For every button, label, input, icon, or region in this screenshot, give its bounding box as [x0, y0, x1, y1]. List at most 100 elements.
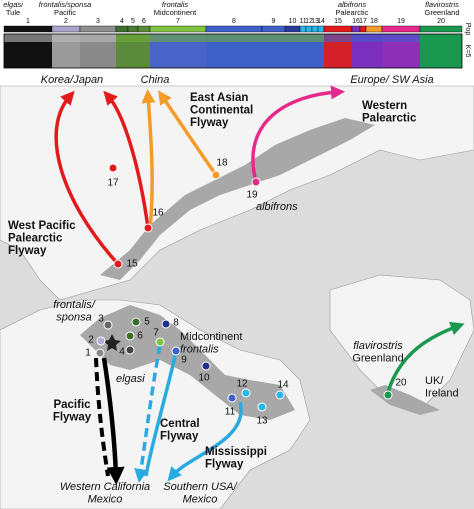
ancestry-bar-minor	[306, 34, 312, 42]
group-subspecies: albifrons	[338, 0, 367, 9]
ancestry-bar-minor	[128, 34, 138, 42]
pop-number: 17	[359, 18, 367, 25]
map-label: sponsa	[56, 311, 91, 323]
site-marker	[96, 336, 106, 346]
site-number: 5	[144, 317, 150, 328]
map-label: Mississippi	[205, 446, 267, 458]
map-label: albifrons	[256, 201, 298, 213]
map-label: Central	[160, 418, 200, 430]
pop-number: 15	[334, 18, 342, 25]
ancestry-bar-minor	[324, 34, 352, 42]
ancestry-bar	[366, 34, 382, 68]
arrow	[54, 90, 120, 266]
pop-strip	[261, 25, 286, 33]
map-label: Western	[362, 100, 407, 112]
map-label: Korea/Japan	[41, 74, 103, 86]
ancestry-bar	[352, 34, 360, 68]
ancestry-bar	[128, 34, 138, 68]
ancestry-bar-minor	[262, 34, 285, 42]
pop-number: 11	[299, 18, 306, 25]
site-marker	[251, 177, 261, 187]
ancestry-bar-minor	[206, 34, 262, 42]
pop-number: 3	[96, 18, 100, 25]
site-marker	[131, 317, 141, 327]
pop-number: 1	[26, 18, 30, 25]
pop-number: 6	[142, 18, 146, 25]
map-label: Western California	[60, 481, 150, 493]
map-label: West Pacific	[8, 220, 76, 232]
ancestry-bar	[306, 34, 312, 68]
map-label: Southern USA/	[163, 481, 237, 493]
ancestry-bar-minor	[382, 34, 420, 42]
arrow	[141, 89, 156, 229]
plot-frame	[3, 33, 463, 69]
site-number: 20	[395, 378, 407, 389]
ancestry-bar	[318, 34, 324, 68]
map-label: Palearctic	[362, 113, 417, 125]
group-subspecies: frontalis/sponsa	[39, 0, 92, 9]
pop-strip	[299, 25, 307, 33]
ancestry-bar	[116, 34, 128, 68]
ancestry-bar	[360, 34, 366, 68]
map-label: East Asian	[190, 92, 248, 104]
pop-number: 14	[317, 18, 325, 25]
arrow	[101, 357, 125, 485]
site-marker	[103, 320, 113, 330]
pop-strip	[419, 25, 463, 33]
site-marker	[241, 388, 251, 398]
map-label: flavirostris	[353, 340, 403, 352]
ancestry-bar	[262, 34, 285, 68]
site-marker	[211, 170, 221, 180]
pop-strip	[127, 25, 139, 33]
arrow	[251, 85, 345, 183]
site-marker	[108, 163, 118, 173]
pop-strip	[137, 25, 151, 33]
pop-strip	[149, 25, 207, 33]
ancestry-bar	[138, 34, 150, 68]
map: Korea/Japan China Europe/ SW Asia East Asia…	[0, 74, 474, 509]
pop-number: 7	[176, 18, 180, 25]
pop-strip	[3, 25, 53, 33]
pop-number: 18	[370, 18, 378, 25]
site-number: 11	[225, 407, 236, 418]
ancestry-bar-minor	[138, 34, 150, 42]
site-number: 12	[236, 379, 248, 390]
ancestry-bar-minor	[318, 34, 324, 42]
pop-number: 4	[120, 18, 124, 25]
ancestry-bar-minor	[4, 34, 52, 42]
site-number: 8	[173, 318, 179, 329]
arrow	[94, 357, 110, 477]
pop-number: 5	[131, 18, 135, 25]
ancestry-bar	[312, 34, 318, 68]
pop-strip	[317, 25, 325, 33]
range-palearctic	[100, 118, 375, 280]
site-marker	[161, 319, 171, 329]
row-label: K=5	[464, 45, 471, 58]
pop-strip	[284, 25, 301, 33]
ancestry-bar-minor	[420, 34, 462, 42]
site-number: 13	[256, 416, 268, 427]
ancestry-bar-minor	[312, 34, 318, 42]
map-label: Flyway	[190, 117, 229, 129]
arrow	[144, 351, 178, 477]
site-number: 17	[107, 178, 119, 189]
site-number: 14	[277, 380, 289, 391]
site-marker	[257, 402, 267, 412]
site-number: 19	[246, 190, 258, 201]
map-label: frontalis	[180, 343, 219, 355]
pop-strip	[305, 25, 313, 33]
site-marker	[227, 393, 237, 403]
ancestry-bar-minor	[52, 34, 80, 42]
ancestry-bar-minor	[366, 34, 382, 42]
row-label: Pop	[464, 23, 471, 36]
pop-strip	[365, 25, 383, 33]
ancestry-bar	[300, 34, 306, 68]
arrow	[158, 90, 218, 177]
map-label: Pacific	[53, 399, 91, 411]
pop-number: 9	[272, 18, 276, 25]
group-subspecies: flavirostris	[425, 0, 459, 9]
map-label: Greenland	[352, 352, 403, 364]
site-number: 6	[137, 331, 143, 342]
pop-strip	[311, 25, 319, 33]
